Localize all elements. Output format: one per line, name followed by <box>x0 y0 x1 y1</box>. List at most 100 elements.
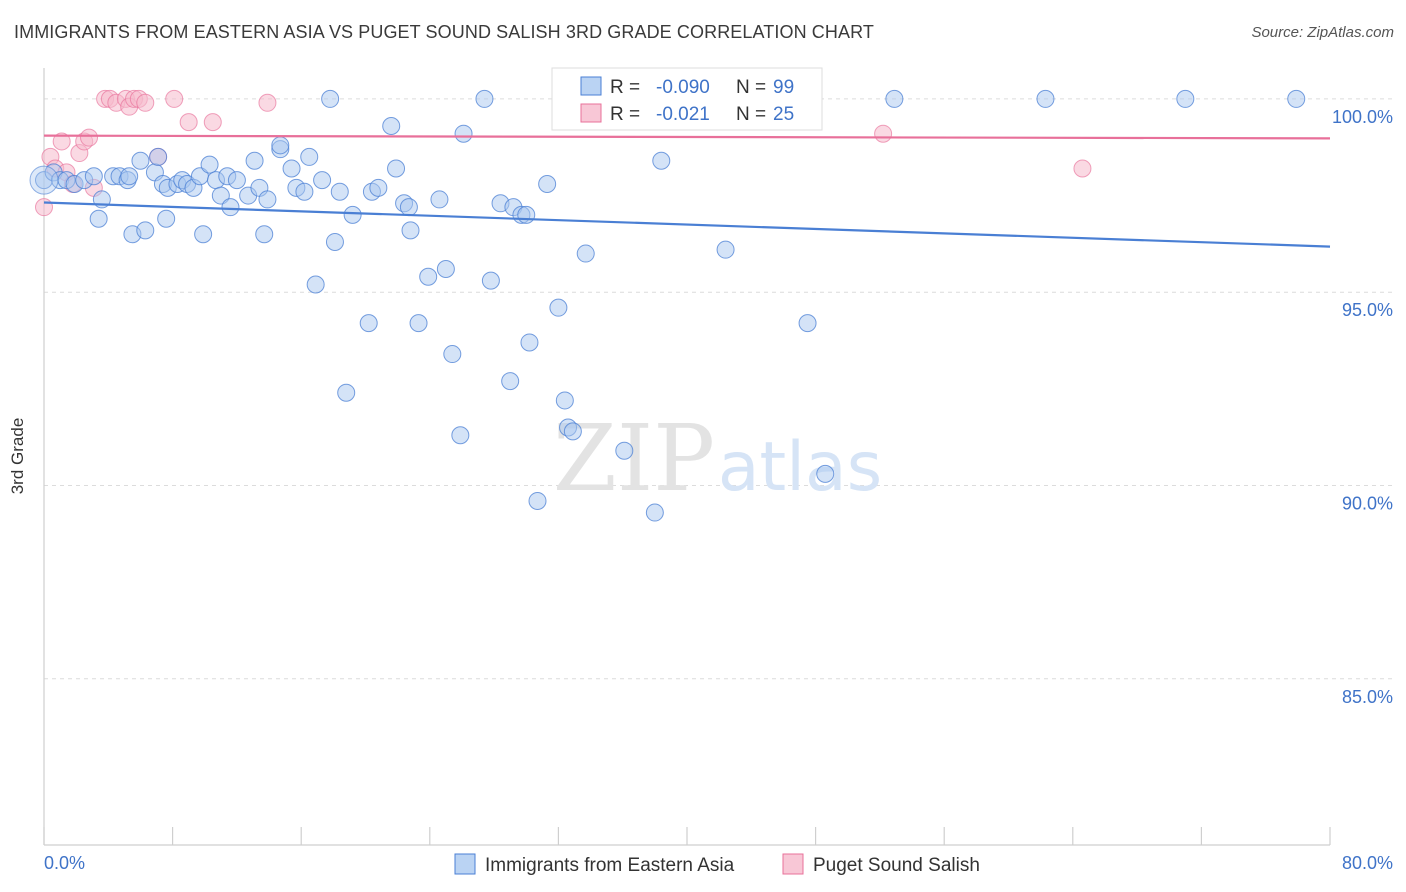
trend-line-eastern-asia <box>43 201 1331 248</box>
stats-r-label: R = <box>610 104 640 125</box>
data-point-puget-sound-salish <box>179 113 198 132</box>
data-point-eastern-asia <box>337 383 356 402</box>
data-point-eastern-asia <box>255 225 274 244</box>
data-point-eastern-asia <box>271 136 290 155</box>
data-point-eastern-asia <box>481 271 500 290</box>
legend-label-1[interactable]: Puget Sound Salish <box>813 855 980 876</box>
data-point-eastern-asia <box>443 345 462 364</box>
data-point-eastern-asia <box>343 205 362 224</box>
data-point-eastern-asia <box>258 190 277 209</box>
stats-r-value: -0.021 <box>656 104 710 125</box>
data-point-eastern-asia <box>816 464 835 483</box>
data-point-eastern-asia <box>194 225 213 244</box>
data-point-puget-sound-salish <box>165 89 184 108</box>
stats-r-label: R = <box>610 77 640 98</box>
data-point-eastern-asia <box>430 190 449 209</box>
data-point-eastern-asia <box>436 260 455 279</box>
data-point-eastern-asia <box>517 205 536 224</box>
legend-label-0[interactable]: Immigrants from Eastern Asia <box>485 855 735 876</box>
legend-swatch-0[interactable] <box>454 853 476 875</box>
data-point-eastern-asia <box>330 182 349 201</box>
data-point-eastern-asia <box>84 167 103 186</box>
data-point-eastern-asia <box>120 167 139 186</box>
data-point-eastern-asia <box>538 174 557 193</box>
data-point-eastern-asia <box>1036 89 1055 108</box>
y-tick-label-85: 85.0% <box>1342 687 1393 707</box>
data-point-puget-sound-salish <box>80 128 99 147</box>
axes <box>43 68 1331 846</box>
data-point-eastern-asia <box>359 314 378 333</box>
data-point-eastern-asia <box>528 491 547 510</box>
legend: Immigrants from Eastern Asia Puget Sound … <box>454 853 980 876</box>
data-point-eastern-asia <box>300 147 319 166</box>
y-tick-label-90: 90.0% <box>1342 493 1393 513</box>
data-point-eastern-asia <box>885 89 904 108</box>
data-point-eastern-asia <box>295 182 314 201</box>
data-point-eastern-asia <box>245 151 264 170</box>
stats-n-value: 25 <box>773 104 794 125</box>
data-point-eastern-asia <box>282 159 301 178</box>
data-point-eastern-asia <box>200 155 219 174</box>
data-point-eastern-asia <box>382 116 401 135</box>
stats-swatch-1 <box>580 103 602 123</box>
data-point-eastern-asia <box>157 209 176 228</box>
data-point-eastern-asia <box>313 171 332 190</box>
stats-n-value: 99 <box>773 77 794 98</box>
data-point-eastern-asia <box>227 171 246 190</box>
stats-n-label: N = <box>736 77 766 98</box>
legend-swatch-1[interactable] <box>782 853 804 875</box>
data-point-eastern-asia <box>321 89 340 108</box>
data-point-eastern-asia <box>29 165 59 195</box>
data-point-eastern-asia <box>615 441 634 460</box>
data-point-eastern-asia <box>369 178 388 197</box>
x-tick-label-max: 80.0% <box>1342 853 1393 873</box>
data-point-eastern-asia <box>451 426 470 445</box>
data-point-puget-sound-salish <box>203 113 222 132</box>
data-point-eastern-asia <box>149 147 168 166</box>
data-point-puget-sound-salish <box>874 124 893 143</box>
data-point-eastern-asia <box>549 298 568 317</box>
data-point-eastern-asia <box>136 221 155 240</box>
data-point-eastern-asia <box>325 232 344 251</box>
data-point-eastern-asia <box>645 503 664 522</box>
data-point-eastern-asia <box>520 333 539 352</box>
data-point-eastern-asia <box>555 391 574 410</box>
series-eastern-asia-points <box>29 89 1306 522</box>
data-point-eastern-asia <box>576 244 595 263</box>
data-point-eastern-asia <box>716 240 735 259</box>
data-point-eastern-asia <box>409 314 428 333</box>
stats-r-value: -0.090 <box>656 77 710 98</box>
watermark-atlas: atlas <box>718 428 882 507</box>
data-point-puget-sound-salish <box>258 93 277 112</box>
y-tick-label-100: 100.0% <box>1332 107 1393 127</box>
y-tick-label-95: 95.0% <box>1342 300 1393 320</box>
watermark: ZIP atlas <box>553 405 882 512</box>
stats-n-label: N = <box>736 104 766 125</box>
chart-title: IMMIGRANTS FROM EASTERN ASIA VS PUGET SO… <box>14 22 874 42</box>
data-point-eastern-asia <box>798 314 817 333</box>
data-point-eastern-asia <box>1287 89 1306 108</box>
stats-box: R = -0.090 N = 99 R = -0.021 N = 25 <box>551 67 823 131</box>
data-point-puget-sound-salish <box>35 198 53 217</box>
data-point-puget-sound-salish <box>1073 159 1092 178</box>
data-point-eastern-asia <box>501 372 520 391</box>
data-point-puget-sound-salish <box>136 93 155 112</box>
data-point-eastern-asia <box>211 186 230 205</box>
data-point-eastern-asia <box>387 159 406 178</box>
stats-swatch-0 <box>580 76 602 96</box>
source-credit: Source: ZipAtlas.com <box>1251 24 1394 41</box>
data-point-eastern-asia <box>475 89 494 108</box>
data-point-eastern-asia <box>454 124 473 143</box>
trend-lines <box>43 134 1331 248</box>
data-point-eastern-asia <box>1176 89 1195 108</box>
data-point-eastern-asia <box>401 221 420 240</box>
data-point-eastern-asia <box>399 198 418 217</box>
data-point-eastern-asia <box>306 275 325 294</box>
data-point-eastern-asia <box>131 151 150 170</box>
data-point-eastern-asia <box>563 422 582 441</box>
grid-lines <box>44 98 1394 680</box>
x-tick-label-min: 0.0% <box>44 853 85 873</box>
tick-labels: 100.0% 95.0% 90.0% 85.0% 0.0% 80.0% <box>44 107 1393 873</box>
data-point-eastern-asia <box>652 151 671 170</box>
